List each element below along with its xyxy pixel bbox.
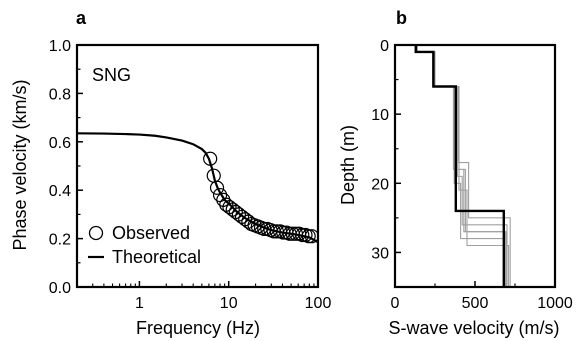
panel-a-y-tick-label: 0.4 bbox=[49, 183, 71, 200]
panel-a-y-tick-label: 0.6 bbox=[49, 135, 71, 152]
panel-b-y-tick-label: 10 bbox=[371, 107, 389, 124]
panel-b-ticks: 0 10 20 30 0 500 1000 bbox=[371, 38, 573, 312]
panel-b-x-tick-label: 500 bbox=[462, 295, 489, 312]
panel-a-y-tick-label: 0.0 bbox=[49, 280, 71, 297]
panel-a-y-tick-label: 0.2 bbox=[49, 232, 71, 249]
panel-a-y-tick-label: 0.8 bbox=[49, 86, 71, 103]
panel-a-x-axis-label: Frequency (Hz) bbox=[136, 318, 260, 338]
panel-b-x-tick-label: 0 bbox=[391, 295, 400, 312]
panel-a-y-tick-label: 1.0 bbox=[49, 38, 71, 55]
panel-b-x-axis-label: S-wave velocity (m/s) bbox=[388, 318, 559, 338]
panel-a-x-tick-label: 1 bbox=[135, 295, 144, 312]
observed-point bbox=[301, 229, 316, 244]
panel-a-x-tick-label: 10 bbox=[220, 295, 238, 312]
panel-a-observed-series bbox=[203, 151, 319, 244]
panel-b-y-tick-label: 0 bbox=[380, 38, 389, 55]
panel-b-candidate-models bbox=[414, 45, 511, 287]
panel-b-best-model bbox=[414, 45, 505, 287]
panel-b-y-tick-label: 30 bbox=[371, 245, 389, 262]
candidate-velocity-profile bbox=[416, 45, 511, 287]
legend-observed-label: Observed bbox=[112, 223, 190, 243]
panel-b-y-axis-label: Depth (m) bbox=[338, 125, 358, 205]
panel-a-legend: Observed Theoretical bbox=[88, 223, 201, 267]
panel-a-label: a bbox=[76, 8, 87, 28]
panel-a-site-annotation: SNG bbox=[92, 65, 131, 85]
panel-a-x-tick-label: 100 bbox=[305, 295, 332, 312]
panel-b-label: b bbox=[396, 8, 407, 28]
observed-point bbox=[203, 151, 218, 166]
panel-a-y-axis-label: Phase velocity (km/s) bbox=[10, 79, 30, 250]
panel-a-ticks: 0.0 0.2 0.4 0.6 0.8 1.0 1 10 100 bbox=[49, 38, 332, 312]
panel-b-x-tick-label: 1000 bbox=[537, 295, 573, 312]
panel-b-y-tick-label: 20 bbox=[371, 176, 389, 193]
candidate-velocity-profile bbox=[415, 45, 507, 287]
panel-b-frame bbox=[393, 43, 557, 289]
observed-point bbox=[295, 227, 310, 243]
candidate-velocity-profile bbox=[416, 45, 510, 287]
best-velocity-profile bbox=[414, 45, 505, 287]
candidate-velocity-profile bbox=[415, 45, 508, 287]
legend-theoretical-label: Theoretical bbox=[112, 247, 201, 267]
legend-observed-marker bbox=[88, 225, 104, 241]
panel-a-frame bbox=[75, 43, 320, 289]
observed-point bbox=[209, 180, 225, 195]
candidate-velocity-profile bbox=[416, 45, 506, 287]
